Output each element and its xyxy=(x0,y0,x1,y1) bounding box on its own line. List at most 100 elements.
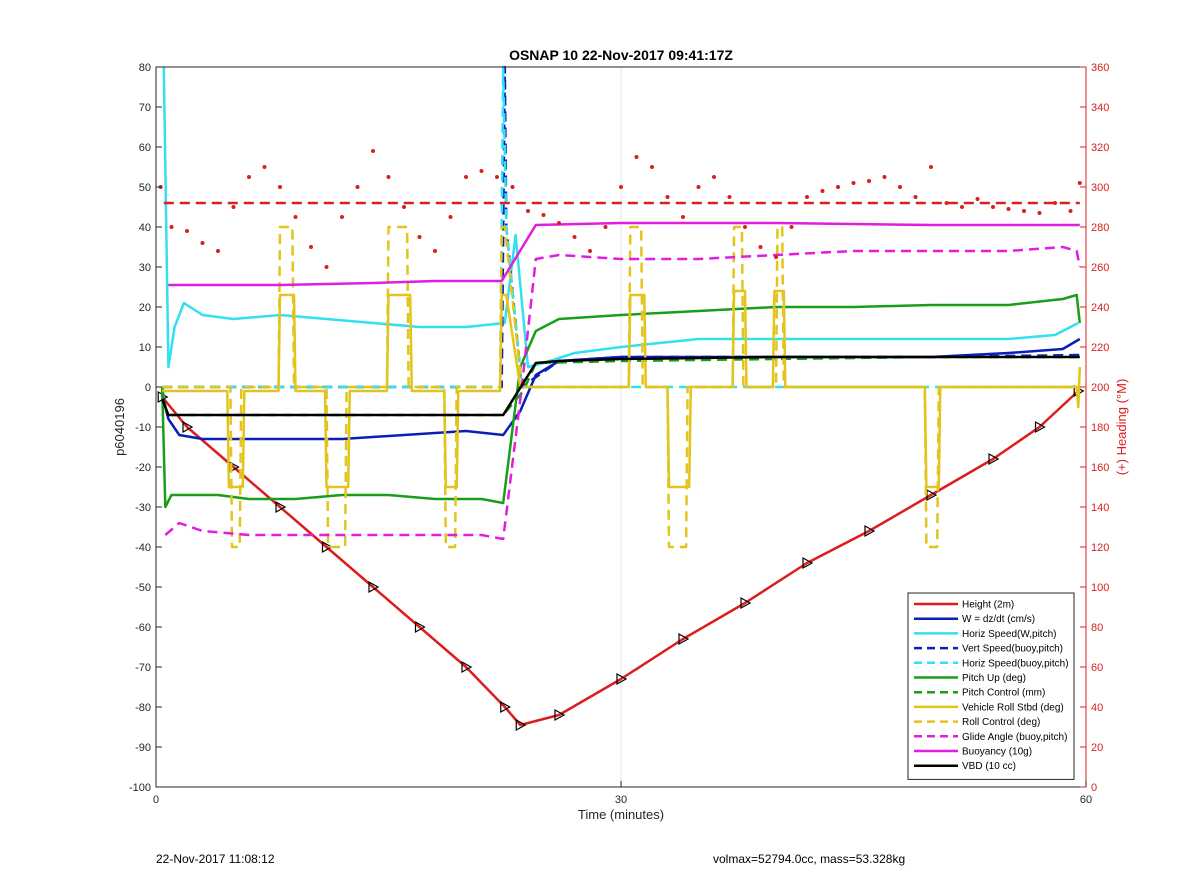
y-tick-label: -30 xyxy=(135,502,151,514)
y2-tick-label: 140 xyxy=(1091,502,1109,514)
height-marker xyxy=(182,420,194,434)
heading-point xyxy=(402,205,406,209)
height-marker xyxy=(414,620,426,634)
y2-tick-label: 160 xyxy=(1091,462,1109,474)
y-tick-label: -90 xyxy=(135,742,151,754)
heading-point xyxy=(340,215,344,219)
series-layer xyxy=(157,65,1085,732)
right-axis: 0 20 40 60 80 100 120 140 160 180 200 220 240 260 280 3… xyxy=(1080,62,1109,794)
y-tick-label: -100 xyxy=(129,782,151,794)
y2-tick-label: 240 xyxy=(1091,302,1109,314)
heading-point xyxy=(169,225,174,229)
legend-label: W = dz/dt (cm/s) xyxy=(962,614,1035,625)
y2-tick-label: 200 xyxy=(1091,382,1109,394)
heading-point xyxy=(789,225,794,229)
y-tick-label: 0 xyxy=(145,382,151,394)
heading-point xyxy=(1037,211,1042,215)
series-line-9 xyxy=(164,245,1082,541)
footer-timestamp: 22-Nov-2017 11:08:12 xyxy=(156,852,275,866)
height-marker xyxy=(368,580,380,594)
y2-tick-label: 20 xyxy=(1091,742,1103,754)
heading-point xyxy=(929,165,933,169)
legend-box xyxy=(907,592,1075,780)
legend-label: Glide Angle (buoy,pitch) xyxy=(962,732,1067,743)
heading-point xyxy=(944,201,949,205)
legend-label: VBD (10 cc) xyxy=(962,761,1016,772)
heading-point xyxy=(510,185,515,189)
heading-point xyxy=(681,215,685,219)
height-marker xyxy=(1034,420,1046,434)
heading-point xyxy=(572,235,577,239)
y-tick-label: -80 xyxy=(135,702,151,714)
y2-tick-label: 60 xyxy=(1091,662,1103,674)
heading-point xyxy=(882,175,887,179)
y2-tick-label: 180 xyxy=(1091,422,1109,434)
y2-tick-label: 340 xyxy=(1091,102,1109,114)
heading-point xyxy=(433,249,437,253)
heading-point xyxy=(836,185,840,189)
heading-point xyxy=(603,225,608,229)
heading-point xyxy=(1022,209,1026,213)
heading-point xyxy=(1006,207,1011,211)
y-tick-label: 30 xyxy=(139,262,151,274)
y-tick-label: 60 xyxy=(139,142,151,154)
height-marker xyxy=(616,672,628,686)
legend: Height (2m) W = dz/dt (cm/s) Horiz Speed(W… xyxy=(907,592,1075,780)
heading-point xyxy=(262,165,267,169)
y-tick-label: 40 xyxy=(139,222,151,234)
heading-point xyxy=(650,165,654,169)
y2-tick-label: 80 xyxy=(1091,622,1103,634)
heading-point xyxy=(355,185,360,189)
x-tick-label: 0 xyxy=(153,794,159,806)
heading-point xyxy=(1068,209,1073,213)
chart-title: OSNAP 10 22-Nov-2017 09:41:17Z xyxy=(509,47,733,63)
heading-point xyxy=(448,215,453,219)
y2-tick-label: 40 xyxy=(1091,702,1103,714)
height-marker xyxy=(802,556,814,570)
y-tick-label: -50 xyxy=(135,582,151,594)
y-tick-label: 20 xyxy=(139,302,151,314)
legend-label: Pitch Control (mm) xyxy=(962,688,1045,699)
legend-label: Horiz Speed(buoy,pitch) xyxy=(962,658,1069,669)
heading-point xyxy=(820,189,825,193)
heading-point xyxy=(231,205,236,209)
heading-point xyxy=(619,185,623,189)
height-marker xyxy=(275,500,287,514)
footer-vehicle-info: volmax=52794.0cc, mass=53.328kg xyxy=(713,852,906,866)
y-axis-label: p6040196 xyxy=(112,398,127,456)
heading-point xyxy=(665,195,670,199)
y-tick-label: -70 xyxy=(135,662,151,674)
x-tick-label: 60 xyxy=(1080,794,1092,806)
heading-point xyxy=(247,175,251,179)
heading-point xyxy=(557,221,561,225)
series-line-11 xyxy=(161,355,1080,417)
legend-label: Pitch Up (deg) xyxy=(962,673,1026,684)
heading-point xyxy=(805,195,809,199)
left-axis: -100-90-80-70-60-50-40-30-20-10010203040… xyxy=(129,62,162,794)
heading-point xyxy=(216,249,220,253)
height-marker xyxy=(678,632,690,646)
y-tick-label: -10 xyxy=(135,422,151,434)
y-tick-label: -60 xyxy=(135,622,151,634)
heading-samples xyxy=(158,149,1082,269)
heading-point xyxy=(960,205,964,209)
legend-label: Vehicle Roll Stbd (deg) xyxy=(962,702,1064,713)
heading-point xyxy=(324,265,329,269)
y2-tick-label: 280 xyxy=(1091,222,1109,234)
heading-point xyxy=(758,245,763,249)
heading-point xyxy=(185,229,189,233)
y2-tick-label: 360 xyxy=(1091,62,1109,74)
heading-point xyxy=(696,185,701,189)
heading-point xyxy=(975,197,980,201)
legend-label: Roll Control (deg) xyxy=(962,717,1040,728)
heading-point xyxy=(743,225,747,229)
series-line-0 xyxy=(161,390,1080,727)
y2-tick-label: 220 xyxy=(1091,342,1109,354)
heading-point xyxy=(526,209,530,213)
heading-point xyxy=(851,181,856,185)
y2-tick-label: 120 xyxy=(1091,542,1109,554)
heading-point xyxy=(309,245,313,249)
height-marker xyxy=(740,596,752,610)
heading-point xyxy=(867,179,871,183)
